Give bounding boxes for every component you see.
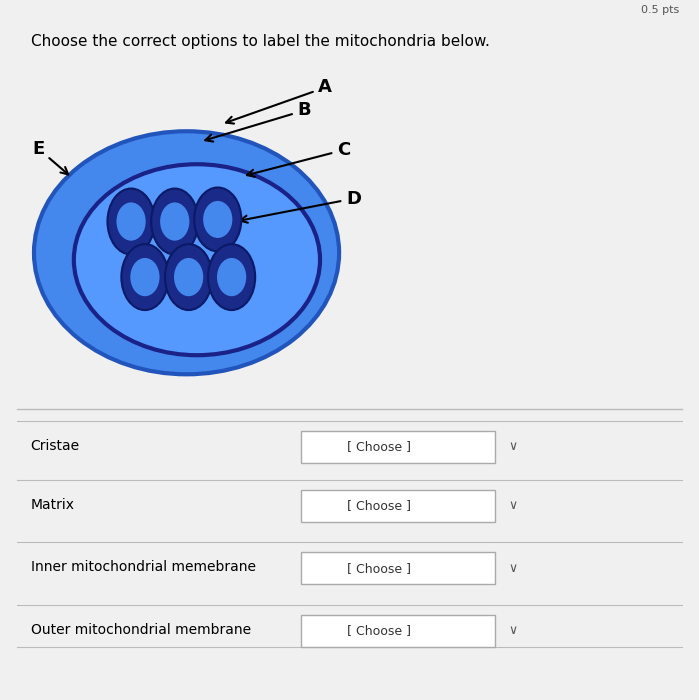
Ellipse shape <box>203 201 232 238</box>
Text: [ Choose ]: [ Choose ] <box>347 440 410 453</box>
Text: [ Choose ]: [ Choose ] <box>347 561 410 575</box>
Text: ∨: ∨ <box>508 499 517 512</box>
Ellipse shape <box>117 202 145 241</box>
Text: [ Choose ]: [ Choose ] <box>347 624 410 637</box>
Text: ∨: ∨ <box>508 624 517 637</box>
Ellipse shape <box>74 164 320 355</box>
Text: Inner mitochondrial memebrane: Inner mitochondrial memebrane <box>31 561 256 575</box>
FancyBboxPatch shape <box>301 489 495 522</box>
Ellipse shape <box>208 244 255 310</box>
Text: [ Choose ]: [ Choose ] <box>347 499 410 512</box>
Text: 0.5 pts: 0.5 pts <box>641 5 679 15</box>
Text: C: C <box>247 141 350 177</box>
Text: Matrix: Matrix <box>31 498 75 512</box>
Ellipse shape <box>174 258 203 296</box>
Ellipse shape <box>217 258 246 296</box>
Ellipse shape <box>151 188 199 255</box>
FancyBboxPatch shape <box>301 552 495 584</box>
Ellipse shape <box>160 202 189 241</box>
Text: E: E <box>32 139 69 174</box>
Ellipse shape <box>165 244 212 310</box>
Text: D: D <box>240 190 361 223</box>
Text: Outer mitochondrial membrane: Outer mitochondrial membrane <box>31 623 251 637</box>
Text: ∨: ∨ <box>508 440 517 453</box>
Text: B: B <box>206 102 311 141</box>
Ellipse shape <box>194 188 241 251</box>
FancyBboxPatch shape <box>301 430 495 463</box>
Text: Cristae: Cristae <box>31 439 80 453</box>
Text: ∨: ∨ <box>508 561 517 575</box>
Text: A: A <box>226 78 332 124</box>
Ellipse shape <box>130 258 159 296</box>
FancyBboxPatch shape <box>301 615 495 647</box>
Ellipse shape <box>122 244 168 310</box>
Ellipse shape <box>108 188 154 255</box>
Text: Choose the correct options to label the mitochondria below.: Choose the correct options to label the … <box>31 34 489 49</box>
Ellipse shape <box>34 131 339 374</box>
